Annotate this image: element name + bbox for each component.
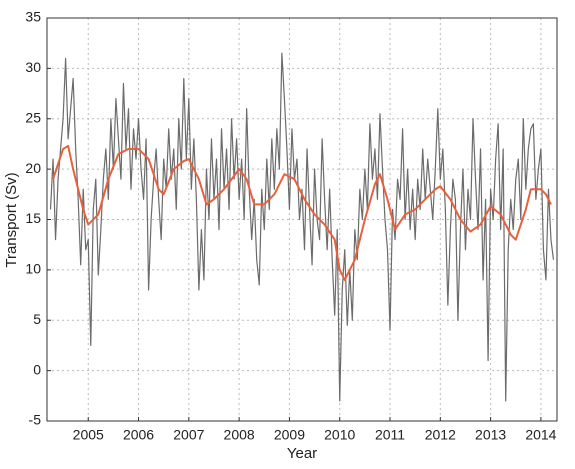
y-tick-label: 20 <box>25 160 41 176</box>
y-tick-label: 25 <box>25 109 41 125</box>
x-tick-label: 2013 <box>475 427 506 443</box>
y-tick-label: 0 <box>33 361 41 377</box>
x-tick-label: 2009 <box>274 427 305 443</box>
y-tick-label: 15 <box>25 210 41 226</box>
series-line <box>49 52 555 402</box>
series-line <box>52 144 552 281</box>
x-tick-label: 2005 <box>73 427 104 443</box>
y-tick-label: 30 <box>25 59 41 75</box>
x-axis-label: Year <box>287 445 317 462</box>
x-tick-label: 2007 <box>173 427 204 443</box>
x-tick-label: 2010 <box>324 427 355 443</box>
y-tick-label: 5 <box>33 311 41 327</box>
y-tick-label: 10 <box>25 261 41 277</box>
y-tick-label: 35 <box>25 9 41 25</box>
y-tick-label: -5 <box>29 412 42 428</box>
x-tick-label: 2014 <box>525 427 556 443</box>
y-axis-label: Transport (Sv) <box>3 172 20 267</box>
x-tick-label: 2006 <box>123 427 154 443</box>
x-tick-label: 2011 <box>375 427 405 443</box>
x-tick-label: 2012 <box>425 427 456 443</box>
x-tick-label: 2008 <box>224 427 255 443</box>
